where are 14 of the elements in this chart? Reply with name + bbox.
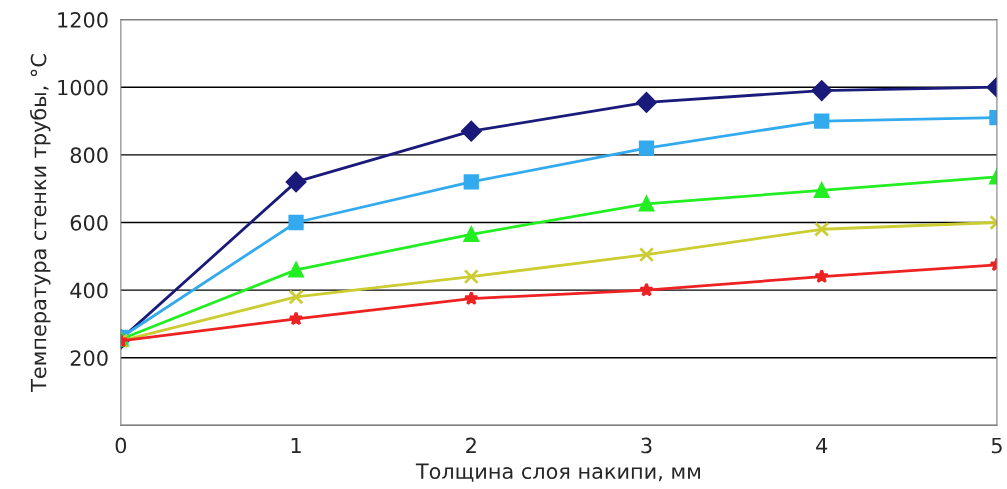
y-tick-label: 600 [70,214,108,231]
x-tick-label: 5 [991,437,1002,454]
x-axis-title: Толщина слоя накипи, мм [415,463,700,482]
x-tick-label: 0 [115,437,127,454]
y-tick-label: 200 [70,350,108,366]
y-tick-label: 400 [70,282,108,299]
y-axis-title: Температура стенки трубы, °С [29,54,51,392]
x-tick-label: 1 [291,437,301,454]
x-tick-label: 3 [641,437,652,454]
y-tick-label: 1000 [58,79,108,96]
y-tick-label: 800 [70,147,108,164]
x-tick-label: 4 [816,437,828,454]
y-tick-label: 1200 [58,12,108,28]
x-tick-label: 2 [466,437,476,454]
